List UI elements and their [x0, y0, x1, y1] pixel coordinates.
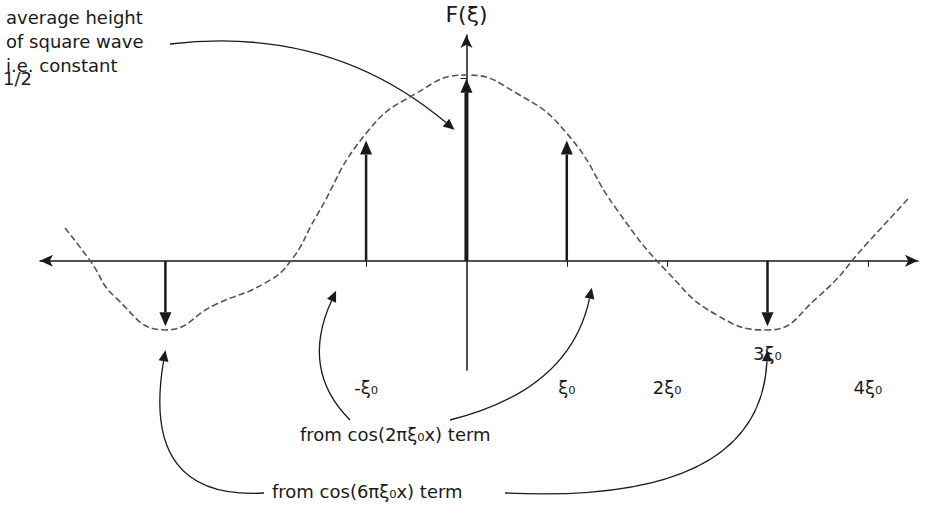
svg-text:from cos(2πξ₀x) term: from cos(2πξ₀x) term: [300, 424, 491, 445]
svg-text:from cos(6πξ₀x) term: from cos(6πξ₀x) term: [272, 481, 463, 502]
svg-text:F(ξ): F(ξ): [445, 2, 487, 27]
svg-text:4ξ₀: 4ξ₀: [853, 377, 882, 398]
svg-text:3ξ₀: 3ξ₀: [753, 343, 782, 364]
svg-text:-ξ₀: -ξ₀: [354, 377, 378, 398]
svg-text:i.e. constant: i.e. constant: [6, 54, 118, 76]
svg-text:of square wave: of square wave: [6, 31, 144, 52]
svg-text:2ξ₀: 2ξ₀: [653, 377, 682, 398]
svg-text:average height: average height: [6, 7, 143, 28]
svg-text:1/2: 1/2: [3, 68, 32, 89]
svg-text:ξ₀: ξ₀: [558, 377, 575, 398]
